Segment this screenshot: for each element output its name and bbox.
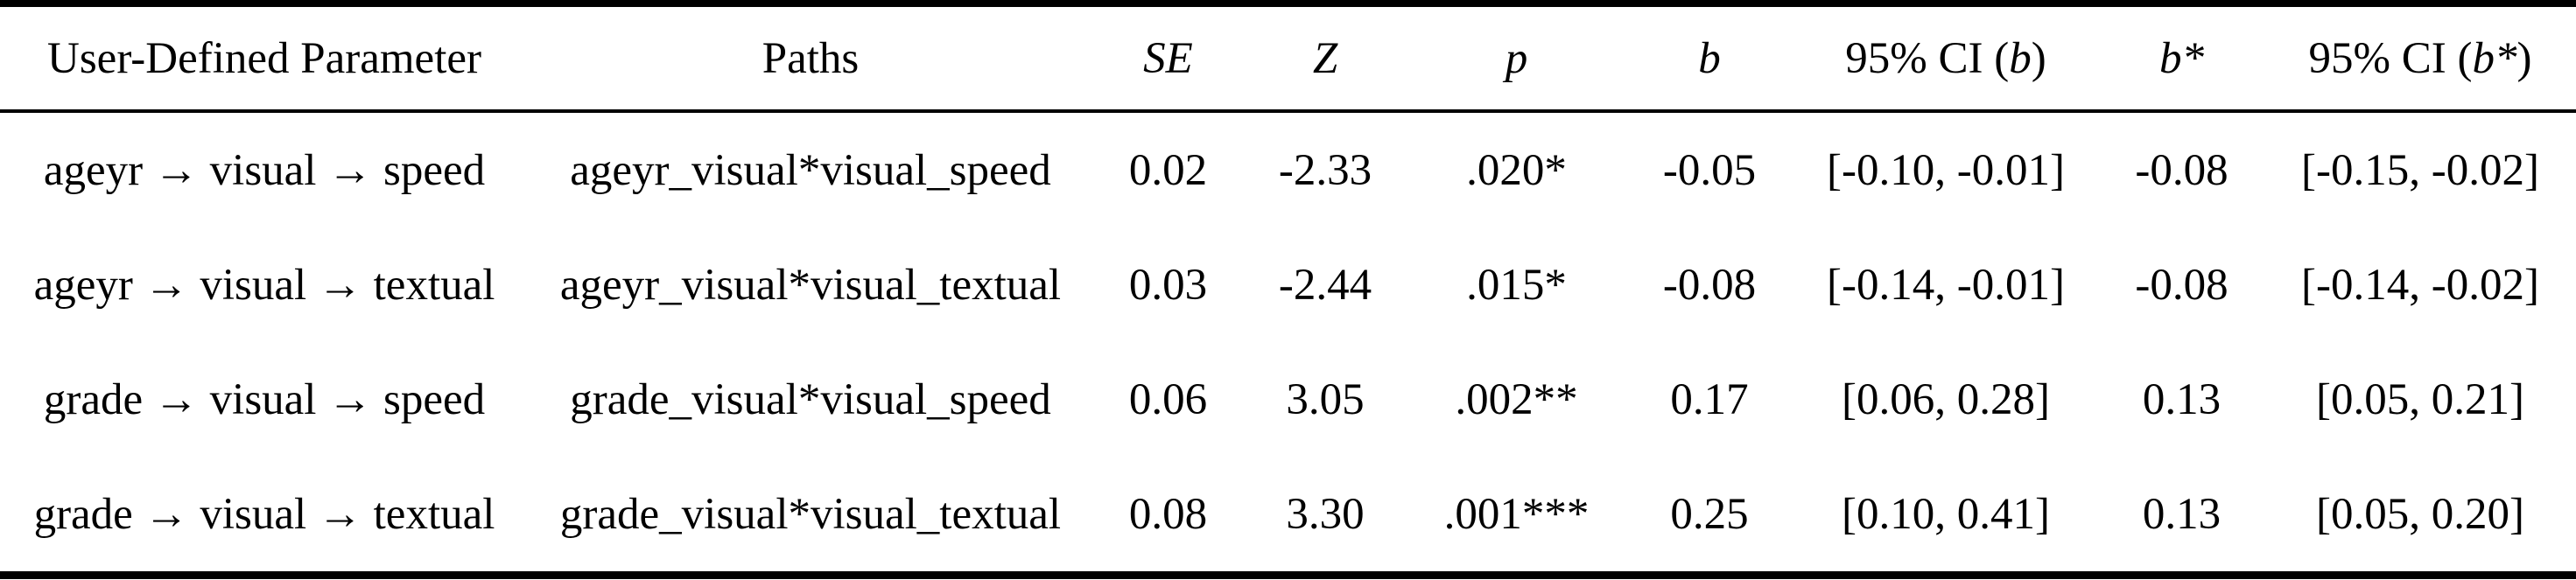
table-row: ageyr → visual → textual ageyr_visual*vi… (0, 227, 2576, 342)
cell-b-star: 0.13 (2142, 374, 2222, 424)
table-row: grade → visual → textual grade_visual*vi… (0, 457, 2576, 579)
table-row: grade → visual → speed grade_visual*visu… (0, 342, 2576, 457)
column-header-95ci-b-star: 95% CI (b*) (2264, 0, 2576, 113)
cell-se: 0.02 (1128, 145, 1208, 195)
column-header-user-defined-parameter: User-Defined Parameter (0, 0, 529, 113)
cell-path: grade_visual*visual_textual (529, 457, 1092, 579)
ci-b-star-prefix: 95% CI ( (2308, 33, 2473, 83)
cell-parameter: ageyr → visual → textual (33, 260, 495, 310)
cell-ci-b-star: [0.05, 0.20] (2264, 457, 2576, 579)
cell-z: 3.05 (1286, 374, 1365, 424)
cell-b: -0.05 (1662, 145, 1757, 195)
column-header-95ci-b: 95% CI (b) (1793, 0, 2099, 113)
ci-b-star-variable: b* (2472, 33, 2517, 83)
cell-ci-b-star: [0.05, 0.21] (2316, 374, 2524, 424)
cell-ci-b: [0.06, 0.28] (1842, 374, 2050, 424)
cell-ci-b-star: [-0.14, -0.02] (2301, 260, 2539, 310)
cell-se: 0.03 (1128, 260, 1208, 310)
cell-ci-b: [0.10, 0.41] (1793, 457, 2099, 579)
table-row: ageyr → visual → speed ageyr_visual*visu… (0, 111, 2576, 227)
cell-ci-b-star: [-0.15, -0.02] (2301, 145, 2539, 195)
ci-b-prefix: 95% CI ( (1845, 33, 2010, 83)
cell-path: grade_visual*visual_speed (570, 374, 1051, 424)
ci-b-suffix: ) (2031, 33, 2046, 83)
cell-path: ageyr_visual*visual_speed (570, 145, 1051, 195)
cell-b-star: -0.08 (2135, 145, 2229, 195)
cell-parameter: grade → visual → textual (0, 457, 529, 579)
column-header-b-star: b* (2099, 0, 2264, 113)
cell-se: 0.08 (1092, 457, 1244, 579)
cell-z: -2.44 (1278, 260, 1372, 310)
column-header-b: b (1626, 0, 1793, 113)
cell-b: -0.08 (1662, 260, 1757, 310)
cell-b: 0.17 (1670, 374, 1749, 424)
cell-se: 0.06 (1128, 374, 1208, 424)
cell-ci-b: [-0.10, -0.01] (1827, 145, 2065, 195)
cell-p: .015* (1466, 260, 1567, 310)
header-row: User-Defined Parameter Paths SE Z p b 95… (0, 0, 2576, 113)
cell-p: .002** (1455, 374, 1578, 424)
cell-p: .001*** (1407, 457, 1626, 579)
cell-ci-b: [-0.14, -0.01] (1827, 260, 2065, 310)
cell-z: -2.33 (1278, 145, 1372, 195)
cell-z: 3.30 (1244, 457, 1407, 579)
ci-b-variable: b (2009, 33, 2032, 83)
cell-p: .020* (1466, 145, 1567, 195)
column-header-paths: Paths (529, 0, 1092, 113)
cell-b: 0.25 (1626, 457, 1793, 579)
column-header-se: SE (1092, 0, 1244, 113)
cell-b-star: -0.08 (2135, 260, 2229, 310)
cell-path: ageyr_visual*visual_textual (559, 260, 1062, 310)
ci-b-star-suffix: ) (2516, 33, 2532, 83)
cell-parameter: grade → visual → speed (43, 374, 486, 424)
cell-b-star: 0.13 (2099, 457, 2264, 579)
column-header-z: Z (1244, 0, 1407, 113)
cell-parameter: ageyr → visual → speed (43, 145, 486, 195)
column-header-p: p (1407, 0, 1626, 113)
